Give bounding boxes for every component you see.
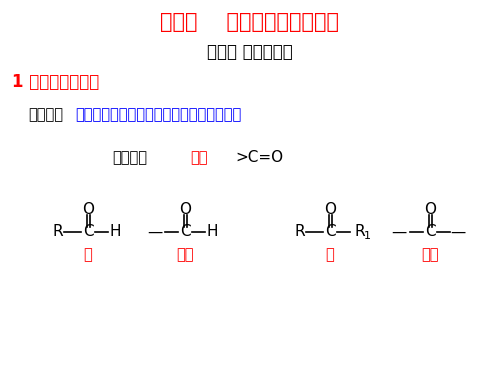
Text: H: H	[206, 225, 218, 240]
Text: 羳基: 羳基	[190, 150, 208, 165]
Text: 第九章    醇、酮和醜类化合物: 第九章 醇、酮和醜类化合物	[160, 12, 340, 32]
Text: O: O	[82, 202, 94, 217]
Text: 第一节 醇和酮简介: 第一节 醇和酮简介	[207, 43, 293, 61]
Text: 酮基: 酮基	[421, 248, 439, 262]
Text: C: C	[324, 225, 336, 240]
Text: R: R	[52, 225, 64, 240]
Text: C: C	[180, 225, 190, 240]
Text: 醇、酮：: 醇、酮：	[28, 108, 63, 123]
Text: 分子中含有羳基结构，故称为羳基化合物。: 分子中含有羳基结构，故称为羳基化合物。	[75, 108, 241, 123]
Text: 1: 1	[364, 231, 371, 241]
Text: 酮: 酮	[326, 248, 334, 262]
Text: 醇: 醇	[84, 248, 92, 262]
Text: O: O	[179, 202, 191, 217]
Text: H: H	[109, 225, 121, 240]
Text: O: O	[424, 202, 436, 217]
Text: >C=O: >C=O	[235, 150, 283, 165]
Text: 1 羳基化合物结构: 1 羳基化合物结构	[12, 73, 99, 91]
Text: 醇基: 醇基	[176, 248, 194, 262]
Text: —: —	[392, 225, 407, 240]
Text: —: —	[450, 225, 465, 240]
Text: —: —	[147, 225, 162, 240]
Text: C: C	[82, 225, 94, 240]
Text: R: R	[354, 225, 364, 240]
Text: R: R	[294, 225, 306, 240]
Text: C: C	[424, 225, 436, 240]
Text: 官能团：: 官能团：	[112, 150, 147, 165]
Text: O: O	[324, 202, 336, 217]
